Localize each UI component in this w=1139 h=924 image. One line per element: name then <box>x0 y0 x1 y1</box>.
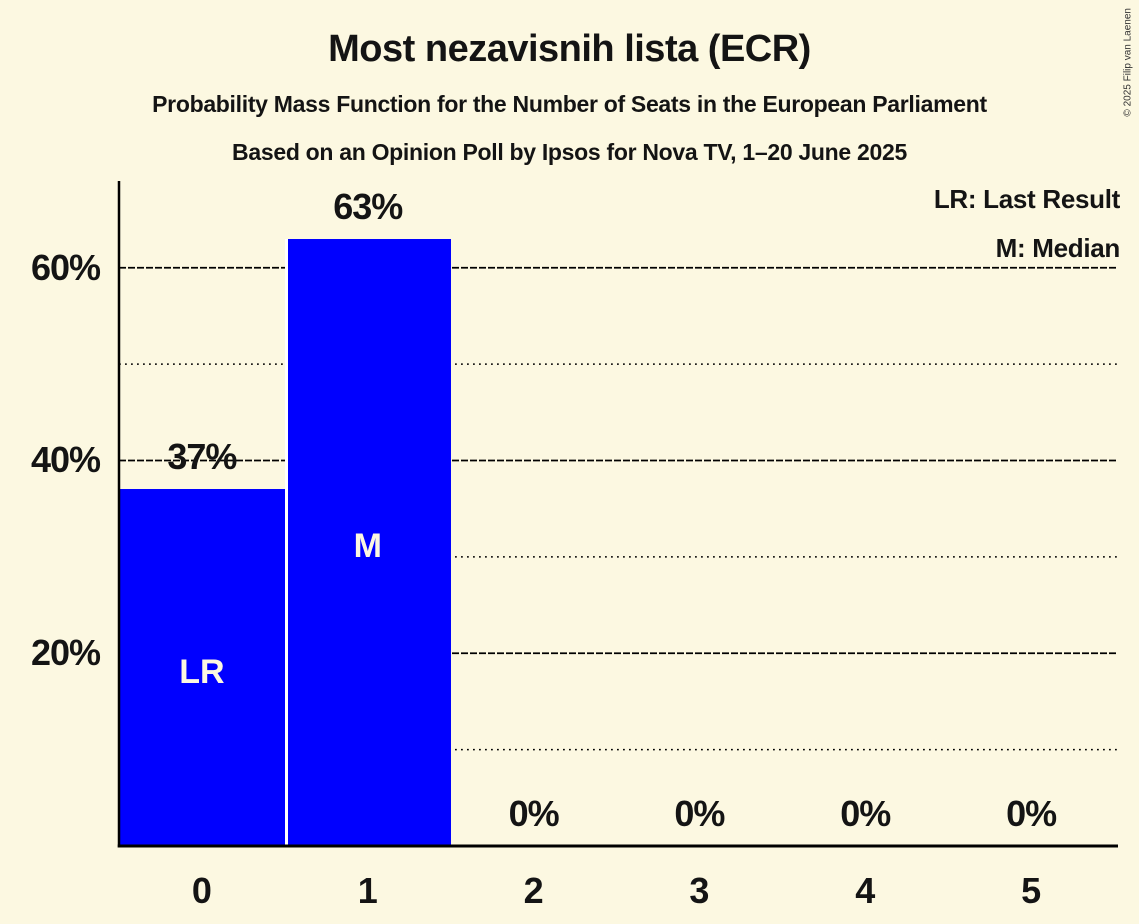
bar-value-label-2: 0% <box>508 793 560 834</box>
x-tick-label-3: 3 <box>689 870 710 911</box>
bar-annotation-M: M <box>353 527 382 566</box>
y-tick-label-20: 20% <box>30 632 101 674</box>
x-tick-label-4: 4 <box>855 870 876 911</box>
bar-seats-1 <box>284 238 451 846</box>
y-tick-label-60: 60% <box>30 246 101 288</box>
bar-value-label-5: 0% <box>1006 793 1057 834</box>
bar-value-label-4: 0% <box>840 793 891 834</box>
bar-value-label-0: 37% <box>167 436 237 478</box>
x-tick-label-5: 5 <box>1021 870 1042 911</box>
y-tick-label-40: 40% <box>30 439 101 481</box>
bar-seats-0 <box>119 489 285 846</box>
bar-value-label-3: 0% <box>674 793 725 834</box>
bar-value-label-1: 63% <box>333 185 403 227</box>
x-tick-label-1: 1 <box>357 870 378 911</box>
x-tick-label-2: 2 <box>523 870 544 911</box>
bar-annotation-LR: LR <box>179 652 225 691</box>
x-tick-label-0: 0 <box>191 870 212 911</box>
